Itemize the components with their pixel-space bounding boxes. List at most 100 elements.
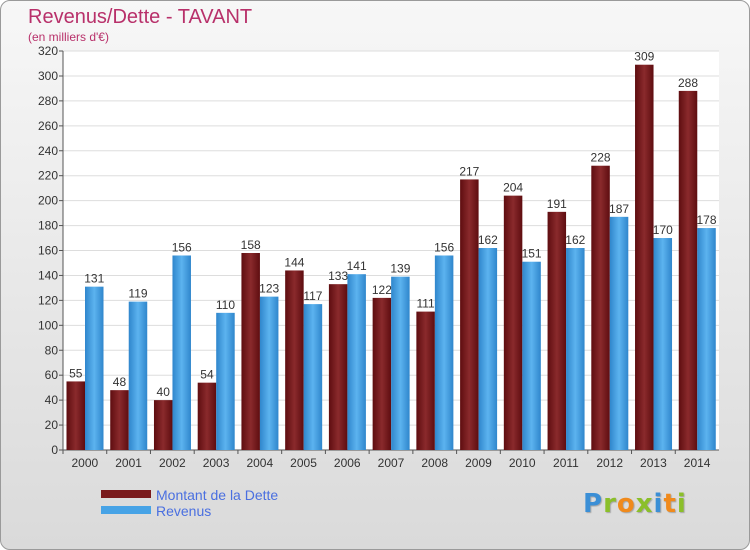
revenus-bar — [434, 255, 454, 450]
revenus-bar-label: 187 — [609, 202, 629, 216]
dette-bar — [241, 252, 260, 450]
x-tick-label: 2008 — [421, 456, 448, 470]
x-tick-label: 2010 — [509, 456, 536, 470]
revenus-bar-label: 178 — [697, 213, 717, 227]
legend-label-dette: Montant de la Dette — [156, 487, 279, 503]
x-tick-label: 2013 — [640, 456, 667, 470]
dette-bar — [66, 381, 85, 450]
revenus-bar-label: 131 — [84, 272, 104, 286]
revenus-bar — [653, 238, 673, 450]
revenus-bar — [566, 248, 585, 450]
revenus-bar — [609, 216, 629, 450]
x-tick-label: 2011 — [553, 456, 579, 470]
dette-bar — [635, 64, 654, 450]
dette-bar — [153, 400, 173, 450]
legend-label-revenus: Revenus — [156, 503, 212, 519]
dette-bar-label: 228 — [591, 151, 611, 165]
y-tick-label: 240 — [38, 144, 58, 158]
dette-bar — [678, 90, 698, 451]
revenus-bar — [303, 304, 323, 450]
y-tick-label: 260 — [38, 119, 58, 133]
y-tick-label: 80 — [45, 343, 59, 357]
revenus-bar — [216, 312, 235, 450]
revenus-bar — [697, 228, 716, 450]
x-tick-label: 2003 — [203, 456, 230, 470]
y-tick-label: 100 — [38, 318, 58, 332]
revenus-bar-label: 119 — [128, 287, 147, 301]
dette-bar-label: 191 — [547, 197, 567, 211]
y-tick-label: 40 — [45, 393, 59, 407]
logo-letter: o — [616, 489, 636, 519]
legend-swatch-revenus — [101, 506, 151, 514]
dette-bar-label: 111 — [416, 297, 435, 311]
dette-bar-label: 48 — [113, 375, 127, 389]
logo-letter: i — [653, 489, 664, 519]
x-tick-label: 2009 — [465, 456, 492, 470]
logo-letter: x — [635, 489, 654, 519]
revenus-bar-label: 117 — [303, 289, 322, 303]
x-tick-label: 2005 — [290, 456, 317, 470]
dette-bar — [285, 270, 304, 450]
revenus-bar-label: 162 — [478, 233, 498, 247]
logo-letter: i — [676, 489, 687, 519]
x-tick-label: 2001 — [115, 456, 142, 470]
chart-subtitle: (en milliers d'€) — [28, 30, 109, 44]
revenus-bar-label: 110 — [216, 298, 235, 312]
dette-bar — [547, 211, 567, 450]
legend-swatch-dette — [101, 490, 151, 498]
dette-bar — [503, 195, 523, 450]
dette-bar-label: 122 — [372, 283, 392, 297]
y-tick-label: 320 — [38, 44, 58, 58]
y-tick-label: 280 — [38, 94, 58, 108]
revenus-bar — [478, 248, 498, 450]
revenus-bar-label: 141 — [347, 259, 367, 273]
revenus-bar — [172, 255, 191, 450]
revenus-bar-label: 156 — [434, 240, 454, 254]
dette-bar-label: 54 — [200, 368, 214, 382]
dette-bar — [110, 390, 129, 450]
dette-bar-label: 217 — [459, 164, 479, 178]
revenus-bar — [85, 286, 104, 450]
logo-letter: r — [603, 489, 617, 519]
dette-bar-label: 288 — [678, 76, 698, 90]
revenus-bar — [128, 301, 148, 450]
dette-bar-label: 309 — [634, 50, 654, 64]
logo-letter: P — [583, 489, 604, 519]
revenus-bar — [522, 261, 541, 450]
y-tick-label: 180 — [38, 219, 58, 233]
revenus-bar-label: 139 — [390, 262, 410, 276]
y-tick-label: 0 — [51, 443, 58, 457]
y-tick-label: 300 — [38, 69, 58, 83]
x-tick-label: 2007 — [378, 456, 405, 470]
x-tick-label: 2014 — [684, 456, 711, 470]
logo-letter: t — [663, 489, 677, 519]
dette-bar-label: 144 — [284, 255, 304, 269]
chart-title: Revenus/Dette - TAVANT — [28, 6, 253, 28]
revenus-bar-label: 123 — [259, 282, 279, 296]
dette-bar-label: 158 — [241, 238, 261, 252]
y-tick-label: 20 — [45, 418, 59, 432]
y-tick-label: 60 — [45, 368, 59, 382]
y-tick-label: 220 — [38, 169, 58, 183]
dette-bar-label: 55 — [69, 366, 83, 380]
x-tick-label: 2004 — [246, 456, 273, 470]
y-tick-label: 120 — [38, 293, 58, 307]
dette-bar — [460, 179, 479, 450]
dette-bar — [416, 311, 435, 450]
proxiti-logo: Proxiti — [583, 489, 687, 519]
dette-bar-label: 204 — [503, 181, 523, 195]
revenus-bar-label: 162 — [565, 233, 585, 247]
dette-bar — [591, 165, 610, 450]
x-tick-label: 2000 — [72, 456, 99, 470]
y-tick-label: 140 — [38, 268, 58, 282]
x-tick-label: 2006 — [334, 456, 361, 470]
dette-bar-label: 40 — [157, 385, 171, 399]
x-tick-label: 2002 — [159, 456, 186, 470]
revenus-bar — [347, 274, 366, 450]
y-tick-label: 160 — [38, 244, 58, 258]
y-tick-label: 200 — [38, 194, 58, 208]
x-tick-label: 2012 — [596, 456, 623, 470]
revenus-bar-label: 156 — [172, 240, 192, 254]
revenus-bar — [259, 296, 279, 450]
